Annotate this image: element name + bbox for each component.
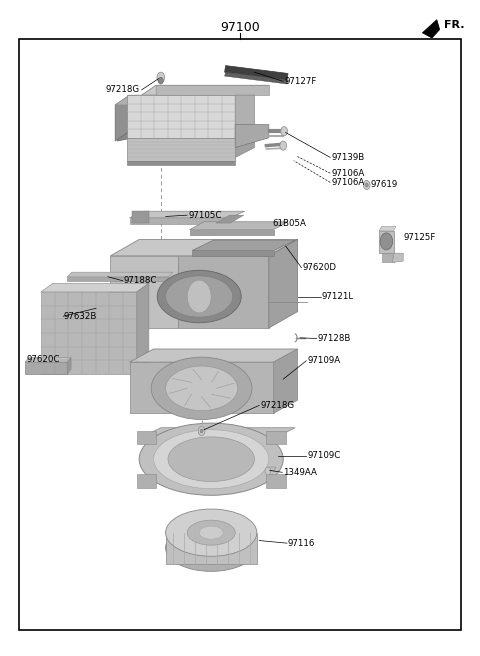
Ellipse shape [187,520,235,545]
Text: 97109C: 97109C [307,451,340,461]
Text: 97116: 97116 [288,539,315,548]
Polygon shape [67,272,173,277]
Text: 97127F: 97127F [284,77,316,86]
Polygon shape [192,251,274,256]
Polygon shape [166,533,257,564]
Polygon shape [144,428,295,436]
Circle shape [380,233,393,250]
Circle shape [363,180,370,190]
Circle shape [157,72,165,83]
Text: 97218G: 97218G [106,85,140,94]
Polygon shape [25,358,71,362]
Polygon shape [190,230,274,235]
Polygon shape [266,474,286,487]
Polygon shape [127,95,235,138]
Polygon shape [25,362,67,374]
Text: FR.: FR. [444,20,465,30]
Text: 61B05A: 61B05A [273,218,307,228]
Circle shape [281,127,288,136]
Circle shape [280,141,287,150]
Ellipse shape [199,526,223,539]
Polygon shape [130,349,298,362]
Circle shape [187,280,211,313]
Ellipse shape [166,509,257,556]
Polygon shape [266,467,276,471]
Polygon shape [225,66,288,80]
Text: 97109A: 97109A [307,356,340,365]
Polygon shape [190,222,288,230]
Polygon shape [127,138,235,161]
Polygon shape [235,95,254,138]
Polygon shape [127,161,235,165]
Polygon shape [216,215,244,223]
Polygon shape [156,85,269,95]
Polygon shape [110,239,298,256]
Polygon shape [115,95,142,105]
Text: 97620C: 97620C [26,355,60,364]
Polygon shape [118,125,142,141]
Polygon shape [235,125,269,148]
Ellipse shape [154,430,269,489]
Text: 1349AA: 1349AA [283,468,317,477]
Ellipse shape [157,270,241,323]
Circle shape [200,429,203,433]
Polygon shape [225,72,288,84]
Text: 97128B: 97128B [318,334,351,343]
Polygon shape [137,283,149,374]
Polygon shape [41,292,137,374]
Text: 97632B: 97632B [63,312,97,321]
Text: 97100: 97100 [220,21,260,34]
Polygon shape [235,128,254,157]
Polygon shape [115,95,130,141]
Circle shape [198,426,205,436]
Text: 97620D: 97620D [302,263,336,272]
Text: 97125F: 97125F [403,233,435,242]
Text: 97619: 97619 [371,180,398,190]
Polygon shape [67,277,168,281]
Polygon shape [130,218,230,224]
Polygon shape [41,283,149,292]
Polygon shape [137,474,156,487]
Polygon shape [67,358,71,374]
Text: 97139B: 97139B [331,153,364,162]
Polygon shape [132,211,149,223]
Polygon shape [110,256,178,328]
Polygon shape [178,256,269,328]
Ellipse shape [166,276,233,317]
Polygon shape [130,211,245,218]
Text: 97218G: 97218G [260,401,294,410]
Ellipse shape [166,366,238,411]
Polygon shape [130,362,274,413]
Circle shape [365,183,368,187]
Polygon shape [142,85,269,95]
Polygon shape [382,253,394,262]
Polygon shape [422,20,440,38]
Polygon shape [192,240,295,251]
Ellipse shape [166,524,257,571]
Polygon shape [379,226,396,231]
Text: 97105C: 97105C [188,211,222,220]
Polygon shape [379,231,394,253]
Polygon shape [266,431,286,444]
Polygon shape [269,239,298,328]
Circle shape [158,77,163,84]
Ellipse shape [139,423,283,495]
Polygon shape [274,349,298,413]
Polygon shape [137,431,156,444]
Text: 97106A: 97106A [331,169,364,178]
Ellipse shape [168,437,254,482]
Text: 97121L: 97121L [322,292,354,301]
Text: 97106A: 97106A [331,178,364,187]
Polygon shape [393,253,403,262]
Text: 97188C: 97188C [124,276,157,285]
Ellipse shape [151,357,252,420]
Circle shape [265,467,271,475]
